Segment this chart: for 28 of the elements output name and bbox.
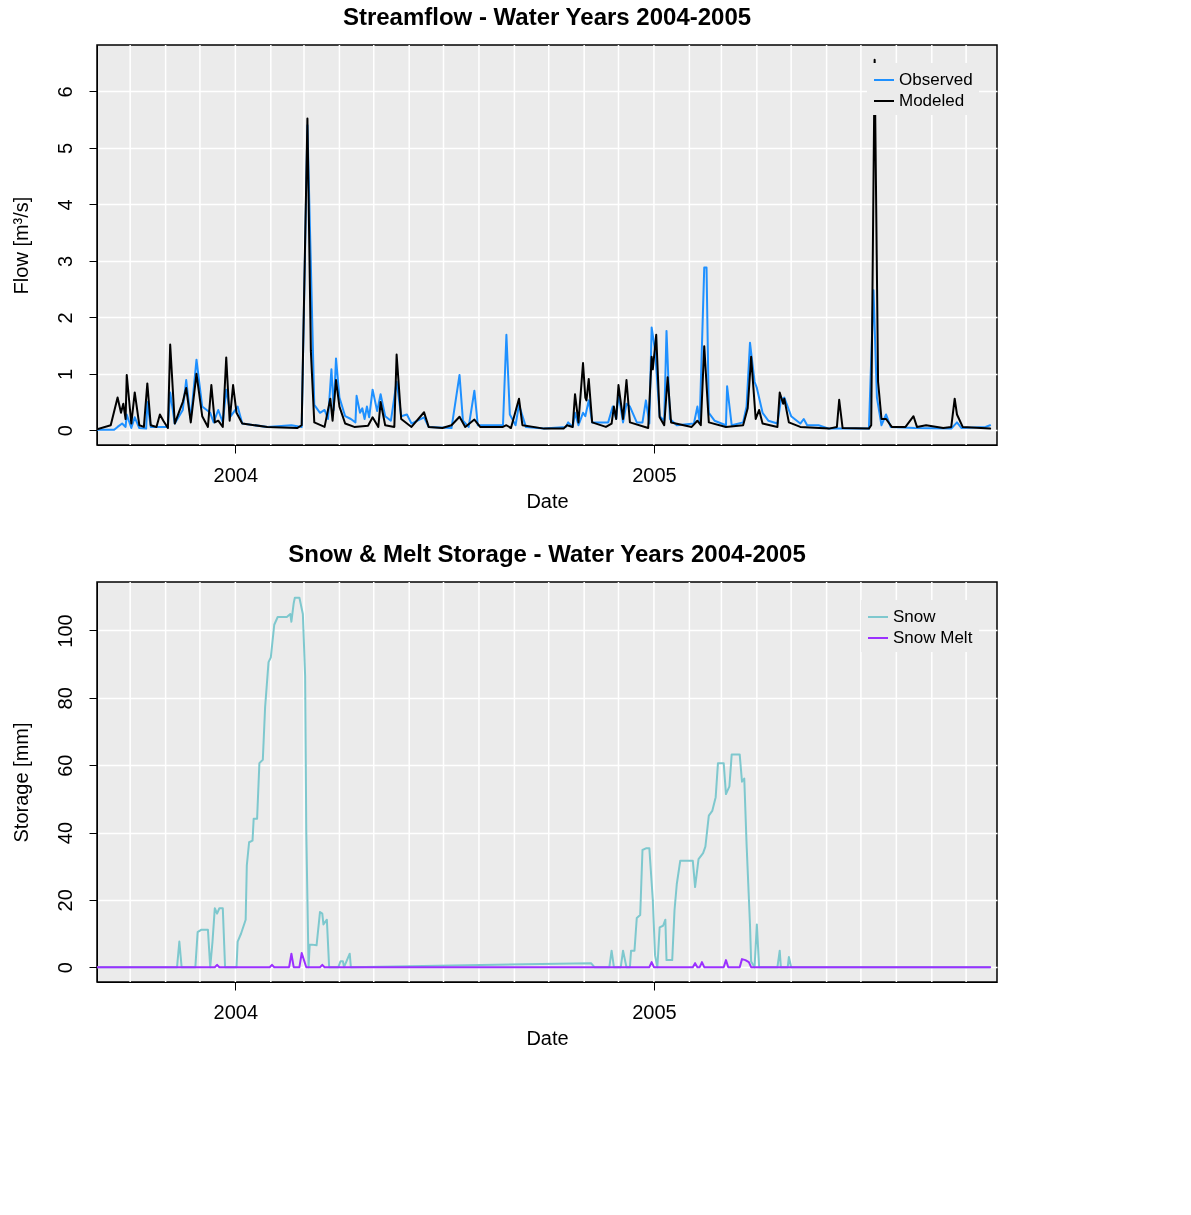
y-tick-label: 40 xyxy=(53,821,76,845)
legend-label: Modeled xyxy=(899,91,965,110)
y-axis-title: Storage [mm] xyxy=(9,722,32,843)
y-tick-label: 1 xyxy=(53,368,76,380)
line-series xyxy=(97,952,992,969)
y-tick-label: 20 xyxy=(53,889,76,912)
y-tick-label: 4 xyxy=(53,199,76,211)
x-tick-label: 2004 xyxy=(213,463,259,486)
y-axis-title: Flow [m³/s] xyxy=(9,196,32,295)
x-tick-label: 2005 xyxy=(632,1000,677,1023)
x-axis-title: Date xyxy=(526,489,569,512)
y-tick-label: 6 xyxy=(53,86,76,98)
chart-title: Streamflow - Water Years 2004-2005 xyxy=(342,3,752,31)
chart-title: Snow & Melt Storage - Water Years 2004-2005 xyxy=(288,540,806,568)
y-tick-label: 2 xyxy=(53,312,76,324)
legend-label: Snow Melt xyxy=(893,628,973,647)
y-tick-label: 3 xyxy=(53,255,76,267)
y-tick-label: 100 xyxy=(53,614,76,648)
y-tick-label: 0 xyxy=(53,962,76,974)
x-tick-label: 2004 xyxy=(213,1000,259,1023)
y-tick-label: 60 xyxy=(53,754,76,777)
legend-label: Snow xyxy=(893,607,937,626)
y-tick-label: 80 xyxy=(53,687,76,710)
y-tick-label: 0 xyxy=(53,425,76,437)
x-tick-label: 2005 xyxy=(632,463,677,486)
legend-label: Observed xyxy=(899,70,973,89)
y-tick-label: 5 xyxy=(53,142,76,154)
x-axis-title: Date xyxy=(526,1026,569,1049)
